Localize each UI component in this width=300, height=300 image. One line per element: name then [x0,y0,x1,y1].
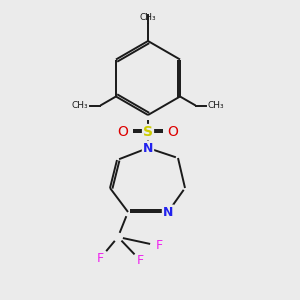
Text: CH₃: CH₃ [72,101,88,110]
Text: CH₃: CH₃ [208,101,224,110]
Text: F: F [137,254,144,267]
Text: CH₃: CH₃ [140,13,156,22]
Text: F: F [155,239,163,252]
Text: N: N [143,142,153,154]
Text: O: O [168,125,178,139]
Text: N: N [163,206,173,218]
Text: S: S [143,125,153,139]
Text: F: F [97,252,104,265]
Text: O: O [118,125,128,139]
